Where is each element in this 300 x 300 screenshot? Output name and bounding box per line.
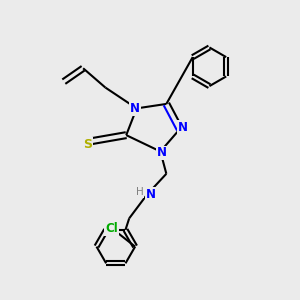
Text: S: S	[83, 138, 92, 151]
Text: N: N	[178, 121, 188, 134]
Text: Cl: Cl	[105, 222, 118, 235]
Text: N: N	[146, 188, 156, 201]
Text: N: N	[157, 146, 167, 160]
Text: H: H	[136, 187, 143, 197]
Text: N: N	[130, 102, 140, 115]
